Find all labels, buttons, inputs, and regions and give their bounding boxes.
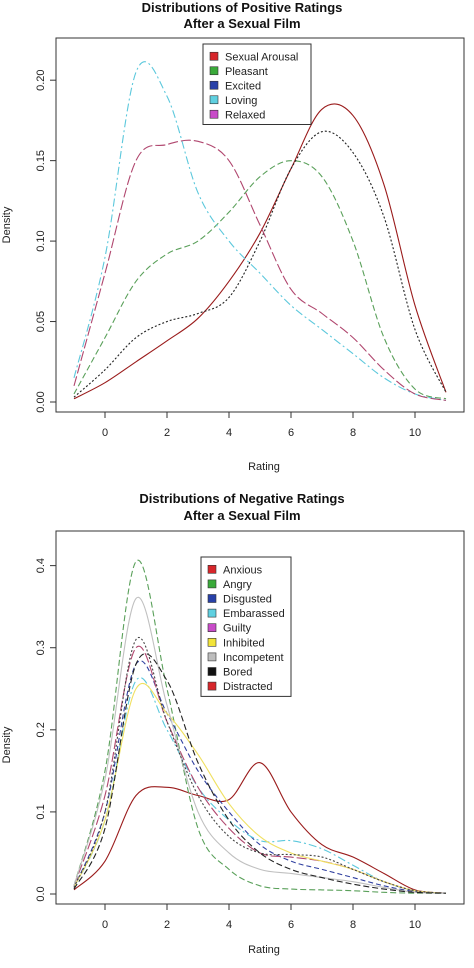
x-tick-label: 4 <box>226 919 232 931</box>
legend-swatch <box>209 95 219 105</box>
series-line-relaxed <box>73 139 447 401</box>
series-line-pleasant <box>73 160 447 400</box>
legend-label: Loving <box>225 95 257 107</box>
legend-swatch <box>209 80 219 90</box>
plot-frame <box>55 530 465 905</box>
y-tick-label: 0.2 <box>35 722 47 737</box>
y-tick-label: 0.20 <box>35 69 47 90</box>
chart-title-line-1: Distributions of Positive Ratings <box>142 0 343 15</box>
y-tick-label: 0.0 <box>35 886 47 901</box>
x-tick-label: 10 <box>409 919 421 931</box>
legend-swatch <box>207 579 217 589</box>
legend-label: Anxious <box>223 564 263 576</box>
positive-ratings-chart: Distributions of Positive Ratings After … <box>1 0 465 473</box>
chart-title-line-1: Distributions of Negative Ratings <box>139 491 344 506</box>
legend-swatch <box>207 652 217 662</box>
legend-label: Bored <box>223 667 252 679</box>
legend-label: Relaxed <box>225 109 265 121</box>
series-line-embarassed <box>73 677 447 894</box>
chart-title-line-2: After a Sexual Film <box>183 16 300 31</box>
x-axis-label: Rating <box>248 461 280 473</box>
series-line-bored <box>73 653 447 894</box>
legend-label: Excited <box>225 80 261 92</box>
plot-area: 0 2 4 6 8 10 0.00 0.05 0.10 0.15 0.20 Sexual Arousa… <box>35 37 465 439</box>
legend-label: Angry <box>223 579 252 591</box>
negative-ratings-chart: Distributions of Negative Ratings After … <box>1 491 465 956</box>
y-tick-label: 0.10 <box>35 230 47 251</box>
legend-label: Sexual Arousal <box>225 51 298 63</box>
series-line-disgusted <box>73 660 447 894</box>
y-tick-label: 0.1 <box>35 804 47 819</box>
y-axis-label: Density <box>1 726 13 763</box>
series-line-sexual-arousal <box>73 103 447 400</box>
x-tick-label: 8 <box>350 919 356 931</box>
legend-label: Distracted <box>223 681 273 693</box>
legend-label: Inhibited <box>223 637 265 649</box>
y-tick-label: 0.00 <box>35 391 47 412</box>
legend-swatch <box>209 109 219 119</box>
legend-swatch <box>207 623 217 633</box>
plot-frame <box>55 37 465 413</box>
legend-swatch <box>207 594 217 603</box>
legend-label: Guilty <box>223 623 252 635</box>
legend-label: Disgusted <box>223 594 272 606</box>
legend-swatch <box>207 637 217 647</box>
legend-swatch <box>207 681 217 691</box>
x-tick-label: 8 <box>350 427 356 439</box>
legend-label: Pleasant <box>225 66 268 78</box>
y-tick-label: 0.3 <box>35 640 47 655</box>
y-tick-label: 0.05 <box>35 311 47 332</box>
y-axis-label: Density <box>1 206 13 243</box>
legend-swatch <box>207 608 217 618</box>
series-line-angry <box>73 559 447 894</box>
plot-area: 0 2 4 6 8 10 0.0 0.1 0.2 0.3 0.4 Anxious Angry Disgus… <box>35 530 465 931</box>
x-tick-label: 2 <box>164 919 170 931</box>
series-line-incompetent <box>73 596 447 894</box>
x-tick-label: 6 <box>288 919 294 931</box>
legend-box <box>202 43 312 125</box>
x-tick-label: 2 <box>164 427 170 439</box>
series-line-anxious <box>73 762 447 894</box>
series-line-inhibited <box>73 682 447 894</box>
legend-label: Incompetent <box>223 652 284 664</box>
x-tick-label: 0 <box>102 919 108 931</box>
x-tick-label: 0 <box>102 427 108 439</box>
legend-swatch <box>209 66 219 76</box>
legend-label: Embarassed <box>223 608 285 620</box>
legend-swatch <box>209 51 219 61</box>
y-tick-label: 0.15 <box>35 150 47 171</box>
x-tick-label: 6 <box>288 427 294 439</box>
legend-swatch <box>207 667 217 676</box>
legend-swatch <box>207 564 217 574</box>
x-tick-label: 4 <box>226 427 232 439</box>
series-line-distracted <box>73 636 447 894</box>
series-line-excited <box>73 130 447 398</box>
chart-title-line-2: After a Sexual Film <box>183 508 300 523</box>
x-axis-label: Rating <box>248 944 280 956</box>
x-tick-label: 10 <box>409 427 421 439</box>
y-tick-label: 0.4 <box>35 558 47 573</box>
